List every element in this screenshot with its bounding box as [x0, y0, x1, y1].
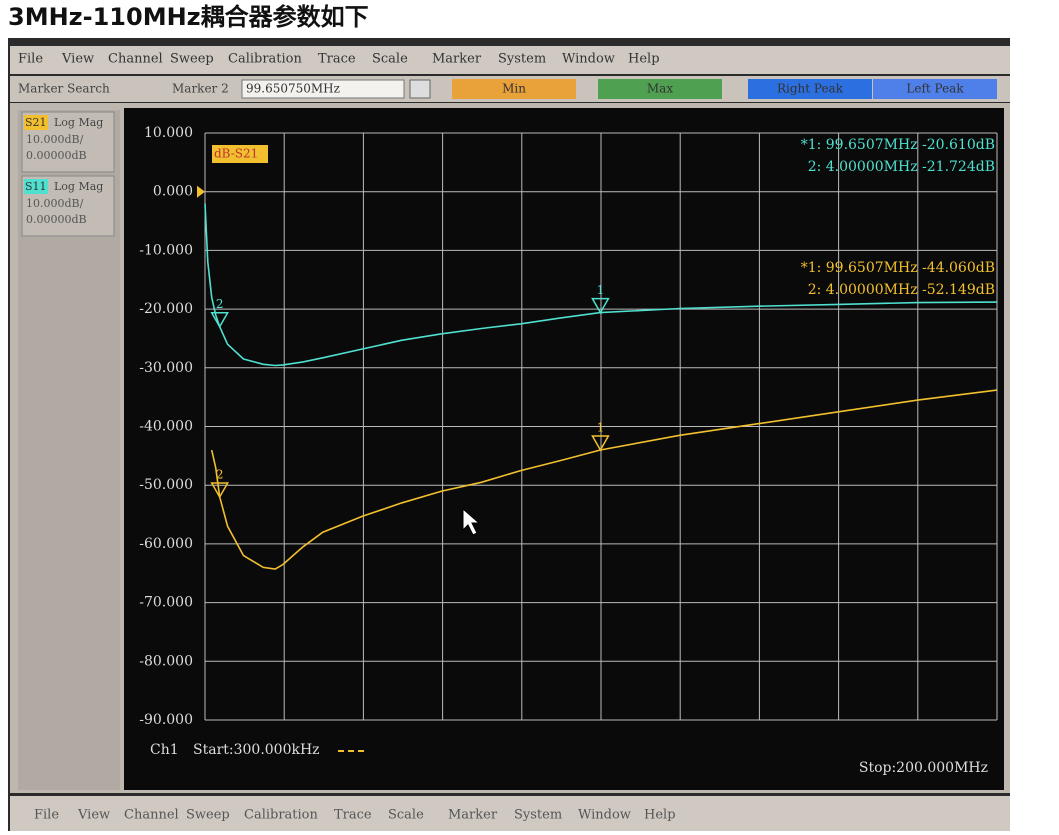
marker-triangle — [591, 297, 610, 315]
y-tick-label: -30.000 — [139, 360, 193, 376]
menu-item[interactable]: System — [498, 52, 546, 67]
toolbar-button[interactable] — [873, 79, 997, 99]
trace-label-bg — [212, 145, 268, 163]
marker-number: 2 — [216, 467, 224, 481]
menu-item[interactable]: Scale — [372, 52, 408, 67]
y-tick-label: -70.000 — [139, 595, 193, 611]
y-tick-label: -60.000 — [139, 536, 193, 552]
trace-label: dB-S21 — [214, 147, 258, 161]
marker-label: Marker 2 — [172, 82, 229, 96]
y-tick-label: -20.000 — [139, 301, 193, 317]
marker-readout: *1: 99.6507MHz -20.610dB — [801, 137, 995, 153]
menu-item[interactable]: Trace — [334, 808, 372, 823]
y-tick-label: 0.000 — [153, 184, 193, 200]
menu-bar — [10, 46, 1010, 74]
trace-ref: 0.00000dB — [26, 213, 87, 226]
marker-readout: *1: 99.6507MHz -44.060dB — [801, 260, 995, 276]
toolbar-button-label: Right Peak — [777, 82, 844, 96]
menu-item[interactable]: Marker — [432, 52, 482, 67]
y-tick-label: -50.000 — [139, 477, 193, 493]
marker-triangle — [210, 482, 229, 499]
toolbar-button[interactable] — [598, 79, 722, 99]
toolbar-label: Marker Search — [18, 82, 110, 96]
trace-format: Log Mag — [54, 116, 103, 129]
marker-input-text: 99.650750MHz — [246, 82, 340, 96]
y-tick-label: -90.000 — [139, 712, 193, 728]
trace-ref: 0.00000dB — [26, 149, 87, 162]
menu-item[interactable]: Scale — [388, 808, 424, 823]
toolbar-button-label: Min — [502, 82, 526, 96]
marker-number: 1 — [597, 283, 605, 297]
trace-name-bg — [24, 115, 48, 130]
heading: 3MHz-110MHz耦合器参数如下 — [8, 3, 369, 31]
marker-input[interactable] — [241, 79, 405, 99]
menu-item[interactable]: Calibration — [244, 808, 319, 823]
toolbar-button-label: Left Peak — [906, 82, 964, 96]
marker-triangle — [210, 311, 229, 329]
marker-triangle — [591, 435, 610, 452]
marker-number: 1 — [597, 420, 605, 434]
trace-scale: 10.000dB/ — [26, 197, 84, 210]
reference-arrow — [197, 185, 205, 198]
y-tick-label: 10.000 — [144, 125, 193, 141]
bottom-menu-bar — [10, 796, 1010, 831]
trace-format: Log Mag — [54, 180, 103, 193]
trace-line — [210, 389, 998, 570]
trace-name-bg — [24, 179, 48, 194]
menu-item[interactable]: File — [34, 808, 59, 823]
trace-name: S11 — [25, 180, 47, 193]
menu-item[interactable]: Sweep — [186, 808, 230, 823]
menu-item[interactable]: Calibration — [228, 52, 303, 67]
toolbar-button-label: Max — [647, 82, 673, 96]
stop-label: Stop:200.000MHz — [859, 760, 988, 776]
plot-screen — [124, 108, 1004, 790]
menu-item[interactable]: Trace — [318, 52, 356, 67]
menu-item[interactable]: Channel — [124, 808, 179, 823]
channel-label: Ch1 — [150, 742, 179, 758]
menu-item[interactable]: Window — [562, 52, 615, 67]
spin-button[interactable] — [409, 79, 431, 99]
marker-readout: 2: 4.00000MHz -21.724dB — [808, 159, 995, 175]
menu-item[interactable]: Channel — [108, 52, 163, 67]
menu-item[interactable]: View — [77, 808, 110, 823]
marker-number: 2 — [216, 297, 224, 311]
menu-item[interactable]: Help — [628, 52, 660, 67]
menu-item[interactable]: System — [514, 808, 562, 823]
menu-item[interactable]: Window — [578, 808, 631, 823]
menu-item[interactable]: Help — [644, 808, 676, 823]
menu-item[interactable]: Sweep — [170, 52, 214, 67]
y-tick-label: -80.000 — [139, 653, 193, 669]
trace-scale: 10.000dB/ — [26, 133, 84, 146]
y-tick-label: -40.000 — [139, 419, 193, 435]
mouse-cursor — [462, 507, 481, 536]
menu-item[interactable]: Marker — [448, 808, 498, 823]
start-label: Start:300.000kHz — [193, 742, 320, 758]
menu-item[interactable]: File — [18, 52, 43, 67]
toolbar-button[interactable] — [748, 79, 872, 99]
trace-name: S21 — [25, 116, 47, 129]
y-tick-label: -10.000 — [139, 242, 193, 258]
menu-item[interactable]: View — [61, 52, 94, 67]
marker-readout: 2: 4.00000MHz -52.149dB — [808, 282, 995, 298]
toolbar-button[interactable] — [452, 79, 576, 99]
